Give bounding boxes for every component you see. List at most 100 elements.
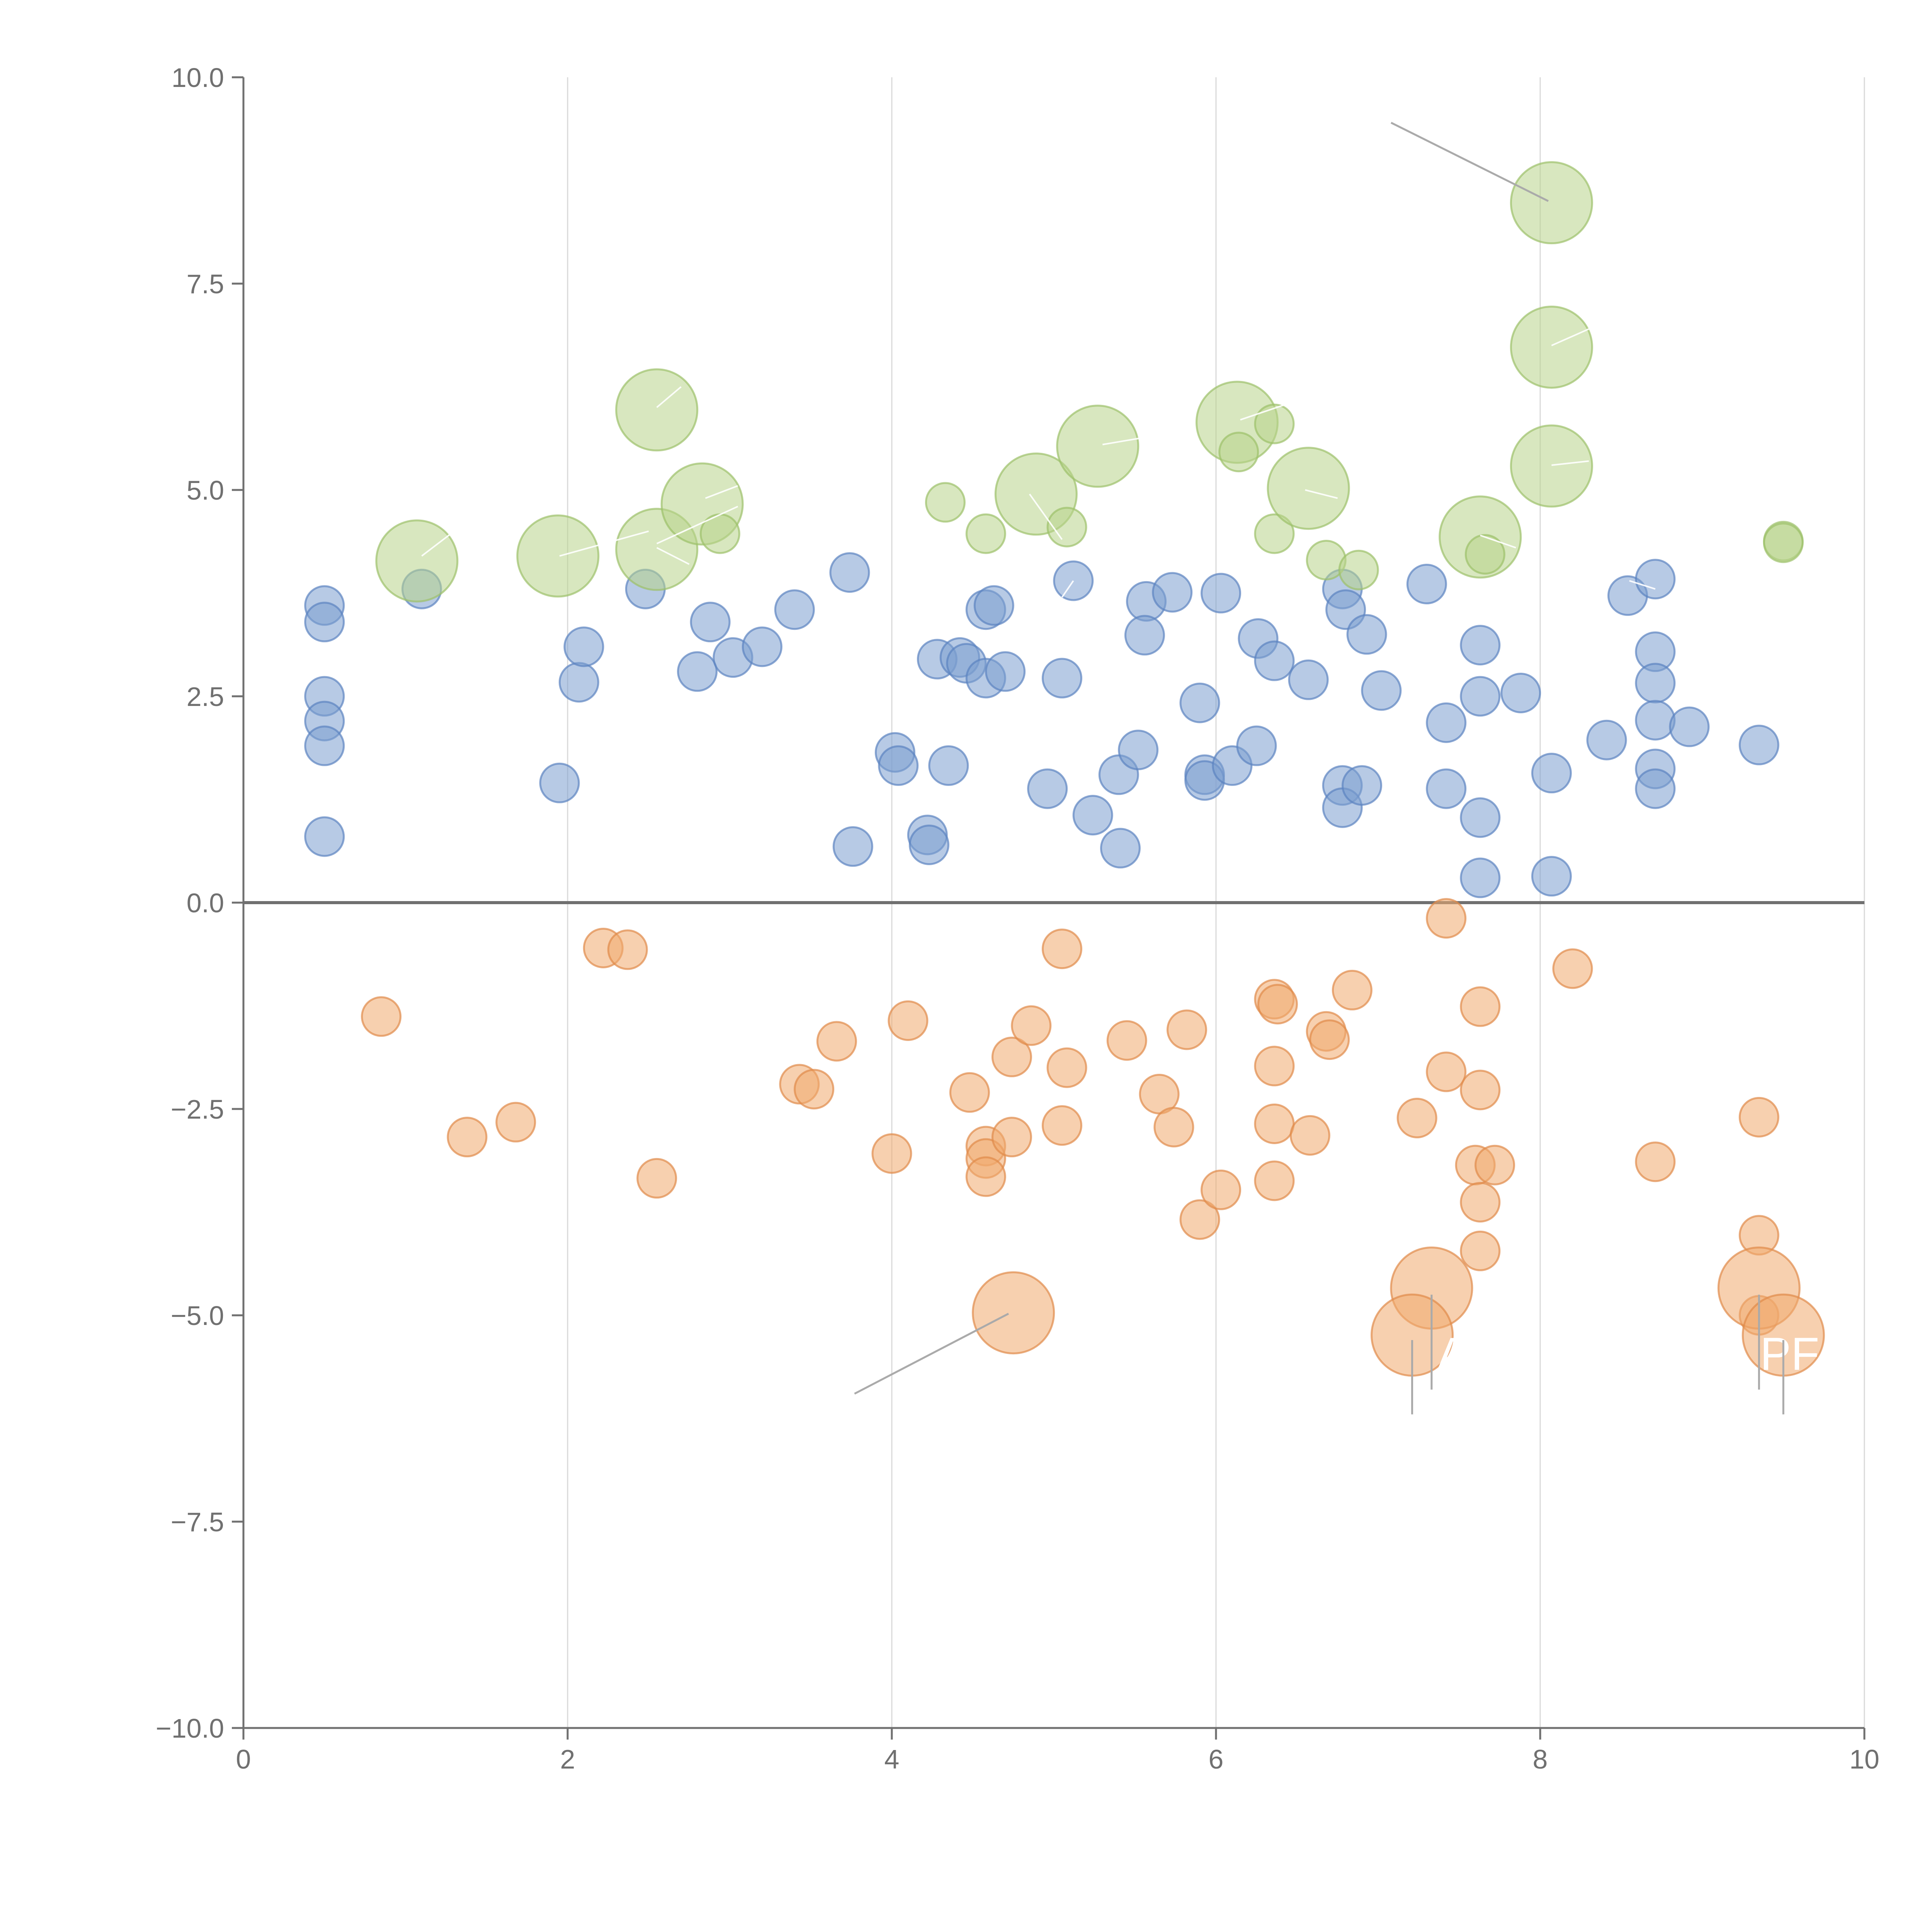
point-orange-25 (1179, 1199, 1220, 1240)
point-green-1 (516, 514, 600, 598)
point-orange-0 (361, 996, 402, 1037)
annotation-layer: A PF (421, 122, 1819, 1415)
point-blue-23 (928, 745, 969, 786)
point-blue-73 (1635, 768, 1676, 809)
x-tick-label-10: 10 (1849, 1744, 1879, 1774)
annotation-leader-17 (1551, 328, 1589, 347)
y-tick-label-5: −2.5 (171, 1094, 224, 1124)
point-blue-19 (878, 745, 919, 786)
point-blue-62 (1460, 857, 1501, 898)
point-blue-54 (1346, 614, 1387, 655)
point-orange-23 (1153, 1107, 1194, 1148)
point-blue-7 (539, 762, 580, 803)
annotation-label-pf: PF (1760, 1328, 1819, 1380)
annotation-leader-15 (1305, 489, 1338, 499)
point-blue-71 (1635, 700, 1676, 741)
point-orange-30 (1254, 1160, 1295, 1201)
point-blue-33 (1072, 795, 1113, 836)
annotation-leader-9 (656, 505, 738, 544)
point-orange-46 (1635, 1141, 1676, 1182)
annotation-leader-10 (656, 547, 690, 565)
point-orange-42 (1475, 1145, 1515, 1185)
point-orange-36 (1396, 1097, 1437, 1138)
annotation-leader-20 (1629, 580, 1656, 590)
annotation-leader-11 (705, 485, 738, 499)
y-tick-label-0: 10.0 (172, 63, 224, 93)
point-blue-65 (1531, 856, 1572, 897)
point-blue-55 (1361, 670, 1402, 711)
point-blue-12 (690, 602, 731, 643)
point-orange-37 (1426, 898, 1467, 939)
point-orange-33 (1309, 1019, 1350, 1060)
point-blue-15 (774, 589, 815, 630)
point-orange-14 (965, 1156, 1006, 1197)
x-tick-label-0: 0 (236, 1744, 251, 1774)
point-orange-29 (1254, 1103, 1295, 1144)
point-orange-18 (1041, 929, 1082, 969)
point-orange-34 (1289, 1115, 1330, 1156)
point-orange-10 (888, 1000, 929, 1041)
y-tick-label-7: −7.5 (171, 1507, 224, 1537)
point-green-9 (1046, 507, 1087, 548)
y-tick-label-8: −10.0 (156, 1713, 224, 1743)
annotation-leader-7 (421, 531, 455, 557)
point-green-13 (1254, 403, 1295, 444)
point-blue-70 (1635, 663, 1676, 704)
point-blue-38 (1124, 615, 1165, 656)
annotation-leader-19 (1061, 580, 1074, 598)
point-blue-40 (1179, 682, 1220, 723)
point-orange-5 (636, 1158, 677, 1199)
x-tick-label-2: 2 (560, 1744, 575, 1774)
point-orange-16 (991, 1117, 1032, 1158)
point-blue-21 (908, 824, 949, 865)
point-green-12 (1218, 432, 1259, 473)
point-orange-38 (1426, 1051, 1467, 1092)
annotation-leader-18 (1551, 460, 1589, 466)
point-blue-28 (973, 585, 1014, 626)
point-blue-5 (304, 816, 345, 857)
point-orange-19 (1041, 1105, 1082, 1146)
point-blue-9 (563, 626, 604, 667)
point-green-7 (965, 513, 1006, 554)
point-green-15 (1267, 447, 1350, 530)
point-orange-44 (1460, 1230, 1501, 1271)
point-blue-68 (1635, 559, 1676, 600)
y-tick-label-6: −5.0 (171, 1301, 224, 1331)
annotation-leader-16 (1480, 534, 1516, 549)
point-layer (304, 161, 1825, 1377)
point-blue-31 (1041, 658, 1082, 699)
point-blue-66 (1586, 719, 1627, 760)
point-green-17 (1338, 549, 1379, 590)
point-blue-59 (1460, 625, 1501, 666)
point-orange-35 (1332, 969, 1372, 1010)
point-orange-8 (816, 1021, 857, 1062)
point-green-19 (1464, 534, 1505, 575)
point-orange-21 (1106, 1020, 1147, 1061)
point-blue-39 (1152, 572, 1193, 613)
point-orange-20 (1046, 1047, 1087, 1088)
point-orange-43 (1460, 1182, 1501, 1223)
point-orange-31 (1257, 984, 1298, 1025)
point-green-22 (1510, 424, 1593, 508)
point-blue-60 (1460, 676, 1501, 717)
point-green-24 (1763, 522, 1804, 563)
point-blue-53 (1342, 765, 1383, 806)
axis-layer: 0 2 4 6 8 10 10.0 7.5 5.0 2.5 0.0 −2.5 −5.0 −7.5 −10.0 (156, 63, 1879, 1774)
annotation-leader-6 (656, 386, 682, 408)
annotation-leader-0 (1390, 122, 1549, 202)
point-blue-29 (985, 651, 1026, 692)
point-blue-64 (1531, 753, 1572, 794)
x-tick-label-6: 6 (1209, 1744, 1224, 1774)
point-blue-57 (1426, 702, 1467, 743)
point-green-10 (1056, 405, 1139, 488)
annotation-leader-12 (1029, 493, 1063, 540)
y-tick-label-2: 5.0 (187, 475, 224, 505)
point-blue-17 (832, 826, 873, 867)
point-green-0 (375, 519, 459, 603)
point-orange-15 (991, 1036, 1032, 1077)
point-orange-50 (972, 1271, 1055, 1355)
point-orange-7 (794, 1069, 835, 1110)
point-green-14 (1254, 513, 1295, 554)
annotation-leader-13 (1102, 431, 1176, 446)
